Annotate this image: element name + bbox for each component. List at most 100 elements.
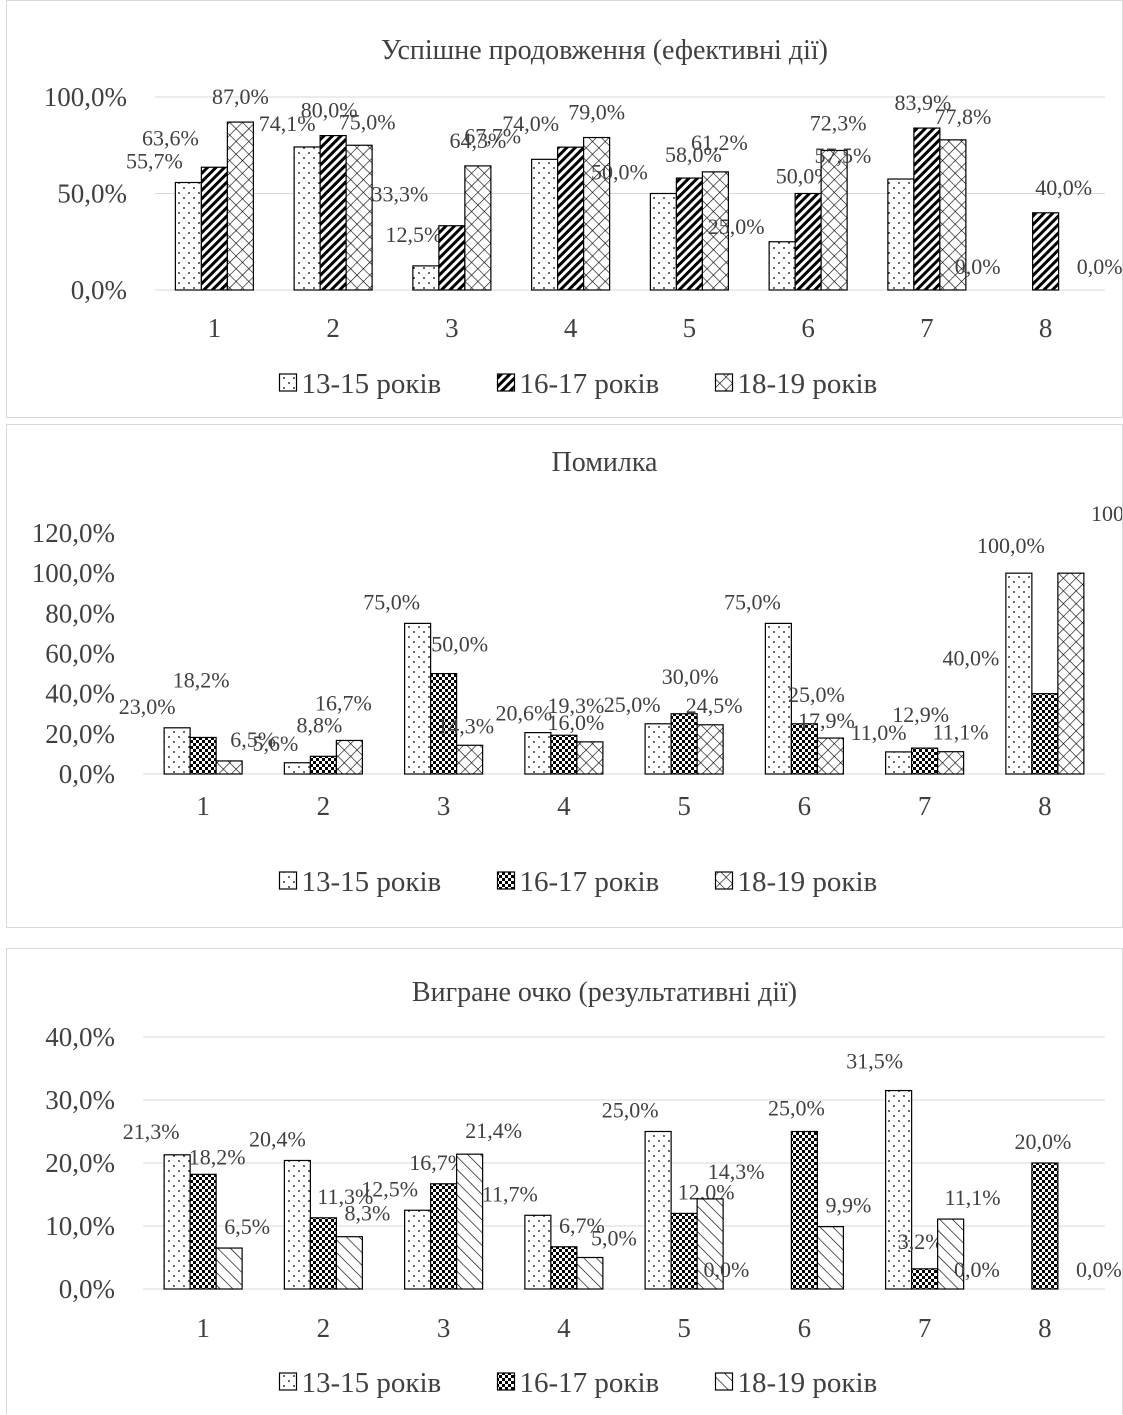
bar: [670, 713, 698, 775]
legend-label: 18-19 років: [738, 866, 878, 898]
chart-panel-won-point: Вигране очко (результативні дії) 0,0% 10,0…: [6, 948, 1123, 1414]
legend-entry: 16-17 років: [496, 1367, 660, 1399]
bar: [309, 1217, 337, 1290]
chart-svg-error: Помилка0,0%20,0%40,0%60,0%80,0%100,0%120…: [32, 447, 1122, 898]
bar: [412, 265, 440, 291]
bar: [649, 192, 677, 291]
bar: [524, 1214, 552, 1290]
data-label: 80,0%: [301, 98, 358, 123]
data-label: 20,0%: [1014, 1129, 1071, 1154]
bar: [335, 1236, 363, 1290]
data-label: 83,9%: [894, 90, 951, 115]
x-tick-label: 4: [557, 791, 571, 821]
bar: [335, 739, 363, 775]
x-tick-label: 3: [437, 1313, 451, 1343]
data-label: 25,0%: [768, 1096, 825, 1121]
chart-svg-won-point: Вигране очко (результативні дії) 0,0% 10,0…: [45, 977, 1122, 1399]
bar: [531, 158, 559, 291]
legend-label: 16-17 років: [520, 866, 660, 898]
chart-panel-successful-continuation: Успішне продовження (ефективні дії) 0,0% 5…: [6, 0, 1123, 418]
y-tick-label: 100,0%: [32, 558, 115, 588]
data-label: 72,3%: [810, 110, 867, 135]
bar: [794, 192, 822, 291]
data-label: 6,7%: [559, 1213, 605, 1238]
data-label: 40,0%: [942, 646, 999, 671]
bar: [215, 760, 243, 775]
y-tick-label: 80,0%: [45, 598, 115, 628]
x-tick-label: 4: [564, 313, 578, 343]
data-label: 5,6%: [252, 731, 298, 756]
data-label: 17,9%: [798, 708, 855, 733]
data-label: 19,3%: [547, 693, 604, 718]
bar: [309, 755, 337, 775]
bar: [1057, 572, 1085, 775]
data-label: 0,0%: [1077, 254, 1122, 279]
bar: [189, 736, 217, 775]
bar: [550, 734, 578, 775]
bar: [345, 144, 373, 291]
bar: [404, 1209, 432, 1290]
data-label: 25,0%: [604, 692, 661, 717]
data-label: 64,3%: [449, 128, 506, 153]
bar: [576, 1256, 604, 1290]
x-tick-label: 7: [918, 791, 932, 821]
data-label: 0,0%: [954, 1257, 1000, 1282]
data-label: 75,0%: [363, 589, 420, 614]
legend-label: 13-15 років: [302, 1367, 442, 1399]
y-tick-label: 30,0%: [45, 1085, 115, 1115]
data-label: 9,9%: [825, 1193, 871, 1218]
bar: [911, 747, 939, 775]
data-label: 16,7%: [315, 690, 372, 715]
data-label: 14,3%: [708, 1159, 765, 1184]
legend-label: 13-15 років: [302, 866, 442, 898]
legend-swatch: [496, 373, 516, 392]
bar: [816, 737, 844, 775]
x-tick-label: 3: [437, 791, 451, 821]
chart-title: Вигране очко (результативні дії): [412, 977, 797, 1008]
y-tick-label: 40,0%: [45, 679, 115, 709]
data-label: 79,0%: [568, 100, 625, 125]
data-label: 0,0%: [1076, 1257, 1122, 1282]
bar: [557, 146, 585, 291]
data-label: 58,0%: [665, 142, 722, 167]
data-label: 12,5%: [361, 1176, 418, 1201]
bar: [283, 762, 311, 775]
bar: [696, 1198, 724, 1290]
legend-label: 16-17 років: [520, 1367, 660, 1399]
y-tick-label: 10,0%: [45, 1211, 115, 1241]
bar: [404, 622, 432, 775]
y-tick-label: 0,0%: [59, 759, 115, 789]
chart-svg-successful-continuation: Успішне продовження (ефективні дії) 0,0% 5…: [44, 35, 1122, 400]
x-tick-label: 3: [445, 313, 459, 343]
data-label: 74,1%: [259, 111, 316, 136]
bar: [696, 724, 724, 775]
data-label: 67,7%: [464, 123, 521, 148]
legend-swatch: [714, 871, 734, 890]
legend-entry: 18-19 років: [714, 866, 878, 898]
x-tick-label: 6: [798, 791, 812, 821]
bar: [1005, 572, 1033, 775]
legend-label: 18-19 років: [738, 368, 878, 400]
legend-swatch: [278, 1372, 298, 1391]
data-label: 30,0%: [662, 664, 719, 689]
data-label: 87,0%: [212, 84, 269, 109]
bar: [1031, 693, 1059, 775]
legend-label: 13-15 років: [302, 368, 442, 400]
data-label: 31,5%: [846, 1049, 903, 1074]
bar: [644, 1130, 672, 1290]
data-label: 61,2%: [691, 130, 748, 155]
bar: [644, 723, 672, 775]
data-label: 5,0%: [591, 1226, 637, 1251]
bar: [430, 1183, 458, 1290]
data-label: 57,5%: [814, 143, 871, 168]
bar: [768, 241, 796, 291]
y-tick-label: 120,0%: [32, 518, 115, 548]
bar: [189, 1173, 217, 1290]
bar: [1031, 1162, 1059, 1290]
data-label: 0,0%: [703, 1257, 749, 1282]
legend-swatch: [496, 871, 516, 890]
legend-entry: 13-15 років: [278, 866, 442, 898]
bar: [215, 1247, 243, 1290]
bar: [937, 751, 965, 775]
bar: [790, 1130, 818, 1290]
